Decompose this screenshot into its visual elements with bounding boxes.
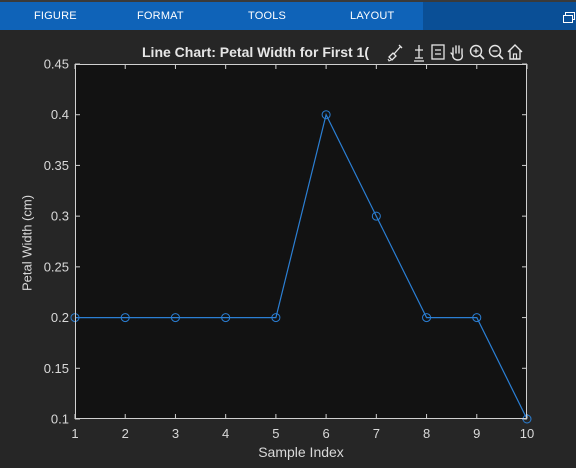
x-tick-label: 2	[122, 426, 129, 441]
x-tick-label: 6	[322, 426, 329, 441]
zoom-in-icon[interactable]	[468, 42, 486, 62]
series-markers	[70, 110, 532, 424]
y-tick-label: 0.35	[44, 158, 69, 173]
data-point-marker	[170, 313, 180, 323]
data-point-marker	[221, 313, 231, 323]
y-tick-label: 0.25	[44, 259, 69, 274]
data-point-marker	[422, 313, 432, 323]
data-point-marker	[321, 110, 331, 120]
data-point-marker	[271, 313, 281, 323]
y-tick-label: 0.1	[51, 412, 69, 427]
ribbon-bar: FIGURE FORMAT TOOLS LAYOUT	[0, 2, 576, 30]
series-line	[75, 112, 528, 420]
x-axis-label: Sample Index	[258, 444, 344, 460]
tab-tools[interactable]: TOOLS	[248, 10, 287, 22]
zoom-out-icon[interactable]	[487, 42, 505, 62]
data-point-marker	[371, 211, 381, 221]
y-tick-label: 0.45	[44, 57, 69, 72]
tab-figure[interactable]: FIGURE	[34, 10, 77, 22]
x-tick-label: 4	[222, 426, 229, 441]
home-icon[interactable]	[506, 42, 524, 62]
legend-icon[interactable]	[429, 42, 447, 62]
x-tick-label: 8	[423, 426, 430, 441]
tab-layout[interactable]: LAYOUT	[350, 10, 395, 22]
brush-icon[interactable]	[386, 42, 404, 62]
y-tick-label: 0.3	[51, 209, 69, 224]
x-tick-label: 9	[473, 426, 480, 441]
x-tick-label: 3	[172, 426, 179, 441]
y-tick-label: 0.2	[51, 310, 69, 325]
y-tick-label: 0.4	[51, 107, 69, 122]
y-tick-label: 0.15	[44, 361, 69, 376]
window-restore-icon[interactable]	[563, 12, 575, 23]
chart-title: Line Chart: Petal Width for First 1(	[142, 44, 369, 60]
x-tick-label: 10	[520, 426, 534, 441]
pan-icon[interactable]	[448, 42, 466, 62]
ribbon-empty-area	[423, 2, 576, 30]
data-point-marker	[472, 313, 482, 323]
tab-format[interactable]: FORMAT	[137, 10, 184, 22]
y-axis-label: Petal Width (cm)	[19, 194, 35, 292]
axes-background	[75, 64, 527, 419]
axes-box	[75, 64, 527, 419]
data-tips-icon[interactable]	[410, 42, 428, 62]
x-tick-label: 7	[373, 426, 380, 441]
window-top-strip	[0, 0, 576, 2]
x-tick-label: 5	[272, 426, 279, 441]
x-tick-label: 1	[71, 426, 78, 441]
data-point-marker	[120, 313, 130, 323]
